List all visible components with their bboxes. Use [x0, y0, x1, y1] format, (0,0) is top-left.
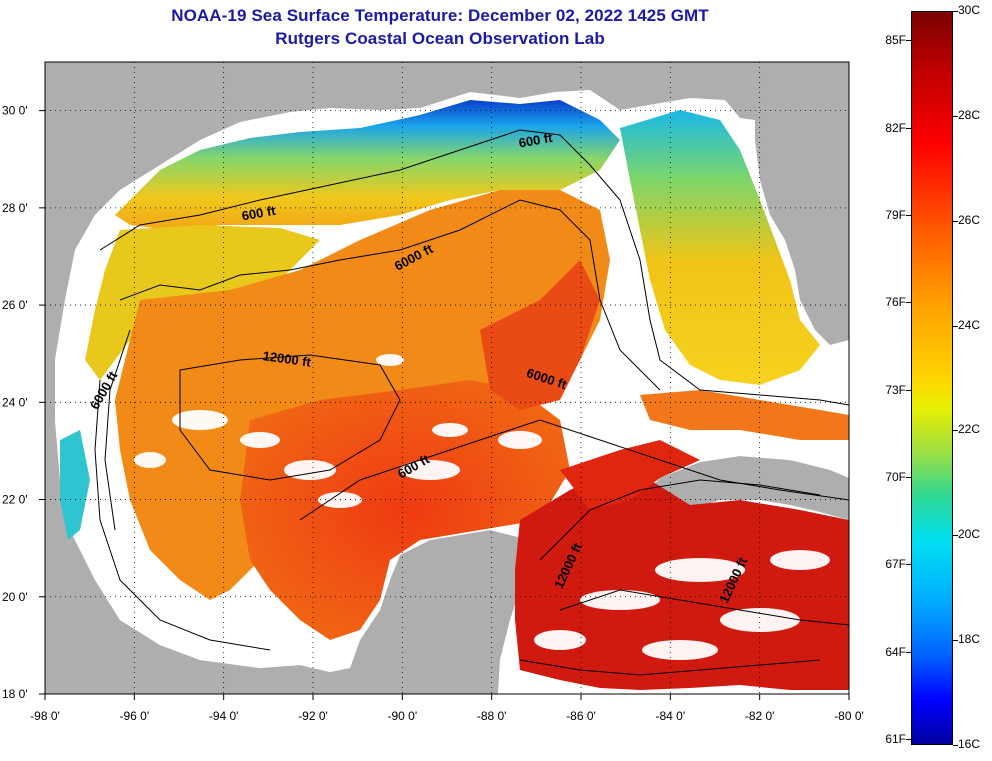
colorbar-tick: [906, 127, 911, 129]
colorbar-celsius-label: 20C: [958, 527, 981, 542]
colorbar-tick: [906, 389, 911, 391]
contour-label: 600 ft: [518, 130, 555, 151]
y-tick-label: 20 0': [2, 590, 28, 604]
x-tick-label: -96 0': [120, 709, 150, 723]
y-tick-label: 18 0': [2, 687, 28, 701]
colorbar-celsius-label: 26C: [958, 212, 981, 227]
colorbar-tick: [906, 214, 911, 216]
colorbar-tick: [906, 564, 911, 566]
cloud-speckle: [134, 354, 830, 660]
colorbar-tick: [906, 651, 911, 653]
colorbar-tick: [953, 745, 958, 746]
colorbar-celsius-label: 30C: [958, 3, 981, 17]
colorbar-fahrenheit-label: 61F: [885, 732, 906, 747]
x-tick-label: -92 0': [298, 709, 328, 723]
colorbar-celsius-label: 28C: [958, 107, 981, 122]
colorbar-tick: [953, 535, 958, 537]
y-tick-label: 22 0': [2, 493, 28, 507]
colorbar-fahrenheit-label: 67F: [885, 557, 906, 572]
colorbar-tick: [953, 115, 958, 117]
map-border: [44, 61, 850, 695]
y-tick-label: 28 0': [2, 201, 28, 215]
contour-label: 600 ft: [241, 203, 278, 224]
colorbar: [911, 11, 953, 745]
colorbar-fahrenheit-label: 79F: [885, 207, 906, 222]
x-tick-label: -82 0': [745, 709, 775, 723]
y-tick-label: 30 0': [2, 104, 28, 118]
colorbar-fahrenheit-label: 73F: [885, 382, 906, 397]
colorbar-tick: [953, 430, 958, 432]
contour-label: 12000 ft: [262, 348, 313, 370]
map-title: NOAA-19 Sea Surface Temperature: Decembe…: [171, 6, 709, 25]
x-tick-label: -86 0': [566, 709, 596, 723]
colorbar-fahrenheit-label: 76F: [885, 295, 906, 310]
colorbar-tick: [953, 220, 958, 222]
x-tick-label: -98 0': [30, 709, 60, 723]
x-tick-label: -90 0': [388, 709, 418, 723]
x-tick-label: -94 0': [209, 709, 239, 723]
colorbar-tick: [906, 739, 911, 741]
colorbar-fahrenheit-label: 82F: [885, 120, 906, 135]
x-tick-label: -80 0': [834, 709, 864, 723]
colorbar-tick: [906, 302, 911, 304]
colorbar-tick: [953, 11, 958, 12]
colorbar-tick: [906, 40, 911, 42]
y-tick-label: 26 0': [2, 298, 28, 312]
colorbar-celsius-label: 16C: [958, 737, 981, 751]
colorbar-fahrenheit-label: 85F: [885, 33, 906, 48]
colorbar-tick: [953, 640, 958, 642]
colorbar-celsius-label: 24C: [958, 317, 981, 332]
x-tick-label: -88 0': [477, 709, 507, 723]
sst-field: [60, 100, 849, 690]
land: [45, 62, 849, 694]
colorbar-tick: [906, 477, 911, 479]
colorbar-celsius-label: 18C: [958, 632, 981, 647]
colorbar-fahrenheit-label: 64F: [885, 644, 906, 659]
colorbar-tick: [953, 325, 958, 327]
colorbar-celsius-label: 22C: [958, 422, 981, 437]
x-tick-label: -84 0': [656, 709, 686, 723]
colorbar-fahrenheit-label: 70F: [885, 470, 906, 485]
y-tick-label: 24 0': [2, 395, 28, 409]
axes: -98 0' -96 0' -94 0' -92 0' -90 0' -88 0' -86 …: [2, 104, 864, 723]
map-subtitle: Rutgers Coastal Ocean Observation Lab: [275, 29, 605, 48]
